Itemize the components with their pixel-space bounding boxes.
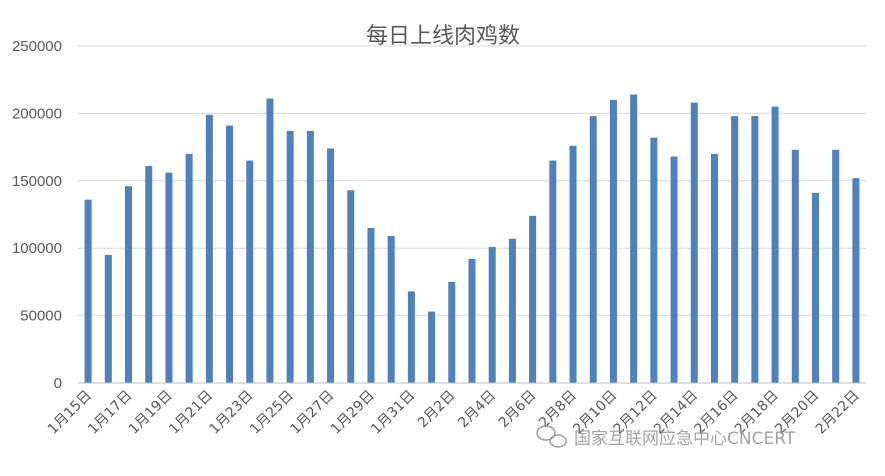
bar-1月25日 xyxy=(286,130,294,383)
x-tick-label: 1月31日 xyxy=(368,388,418,438)
x-tick-label: 1月27日 xyxy=(287,388,337,438)
bar-2月21日 xyxy=(832,149,840,383)
x-tick-label: 1月21日 xyxy=(166,388,216,438)
x-tick-label: 1月23日 xyxy=(207,388,257,438)
x-tick-label: 1月17日 xyxy=(85,388,135,438)
bar-1月22日 xyxy=(226,125,234,384)
bar-1月20日 xyxy=(185,153,193,383)
bar-1月27日 xyxy=(327,148,335,383)
bar-1月17日 xyxy=(125,186,133,383)
bar-2月7日 xyxy=(549,160,557,383)
bar-2月16日 xyxy=(731,116,739,383)
y-tick-label: 150000 xyxy=(12,173,62,190)
watermark-text: 国家互联网应急中心CNCERT xyxy=(574,429,796,449)
bar-2月18日 xyxy=(771,106,779,383)
y-tick-label: 0 xyxy=(54,375,62,392)
bar-2月9日 xyxy=(589,116,597,383)
bar-2月20日 xyxy=(811,192,819,383)
wechat-icon xyxy=(536,425,567,448)
bar-1月28日 xyxy=(347,190,355,383)
bar-1月16日 xyxy=(104,254,112,383)
x-tick-label: 1月25日 xyxy=(247,388,297,438)
watermark: 国家互联网应急中心CNCERT xyxy=(536,425,796,449)
bar-2月1日 xyxy=(428,311,436,383)
bar-1月30日 xyxy=(387,236,395,383)
bar-2月14日 xyxy=(690,102,698,383)
bar-2月10日 xyxy=(609,99,617,384)
y-axis-ticks: 0 50000 100000 150000 200000 250000 xyxy=(12,38,62,392)
bar-2月17日 xyxy=(751,116,759,383)
bar-1月19日 xyxy=(165,172,173,383)
bar-2月11日 xyxy=(630,94,638,383)
bar-2月12日 xyxy=(650,137,658,383)
bar-1月23日 xyxy=(246,160,254,383)
bars xyxy=(84,94,860,384)
bar-2月22日 xyxy=(852,178,860,383)
y-tick-label: 50000 xyxy=(20,308,62,325)
bar-1月29日 xyxy=(367,227,375,383)
bar-2月19日 xyxy=(791,149,799,383)
bar-2月3日 xyxy=(468,258,476,383)
bar-2月2日 xyxy=(448,281,456,383)
x-tick-label: 1月19日 xyxy=(126,388,176,438)
y-tick-label: 100000 xyxy=(12,240,62,257)
chart-title: 每日上线肉鸡数 xyxy=(366,24,520,49)
x-tick-label: 2月2日 xyxy=(415,388,459,432)
bar-2月6日 xyxy=(529,215,537,383)
bar-2月5日 xyxy=(508,238,516,383)
bar-1月24日 xyxy=(266,98,274,384)
bar-1月15日 xyxy=(84,199,92,383)
x-tick-label: 1月29日 xyxy=(328,388,378,438)
y-tick-label: 200000 xyxy=(12,105,62,122)
bar-1月26日 xyxy=(306,130,314,383)
bar-1月31日 xyxy=(407,291,415,383)
bar-1月18日 xyxy=(145,165,153,383)
bar-1月21日 xyxy=(205,114,213,384)
x-tick-label: 2月6日 xyxy=(496,388,540,432)
bar-2月15日 xyxy=(710,153,718,383)
bar-2月13日 xyxy=(670,156,678,383)
bar-2月4日 xyxy=(488,246,496,383)
x-tick-label: 2月22日 xyxy=(813,388,863,438)
x-tick-label: 2月4日 xyxy=(455,388,499,432)
x-tick-label: 1月15日 xyxy=(45,388,95,438)
bar-2月8日 xyxy=(569,145,577,383)
y-tick-label: 250000 xyxy=(12,38,62,55)
